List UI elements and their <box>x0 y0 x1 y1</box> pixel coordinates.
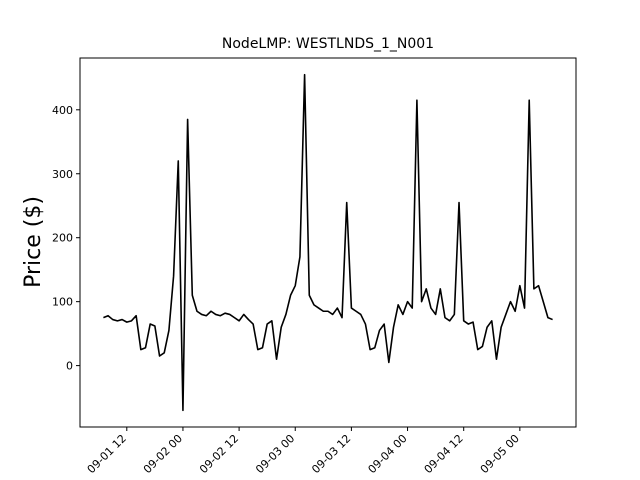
x-tick-label: 09-01 12 <box>85 432 129 476</box>
x-tick-label: 09-04 12 <box>422 432 466 476</box>
y-tick-label: 0 <box>66 360 73 373</box>
x-tick-label: 09-02 12 <box>197 432 241 476</box>
x-tick-label: 09-04 00 <box>365 432 409 476</box>
chart-title: NodeLMP: WESTLNDS_1_N001 <box>222 36 434 52</box>
x-tick-label: 09-03 00 <box>253 432 297 476</box>
y-tick-label: 300 <box>52 168 73 181</box>
x-tick-label: 09-03 12 <box>309 432 353 476</box>
y-tick-label: 200 <box>52 232 73 245</box>
y-tick-label: 400 <box>52 104 73 117</box>
x-tick-label: 09-05 00 <box>478 432 522 476</box>
y-tick-label: 100 <box>52 296 73 309</box>
x-tick-label: 09-02 00 <box>141 432 185 476</box>
plot-frame <box>79 57 577 428</box>
y-axis-label: Price ($) <box>21 196 46 288</box>
price-line <box>103 73 553 412</box>
